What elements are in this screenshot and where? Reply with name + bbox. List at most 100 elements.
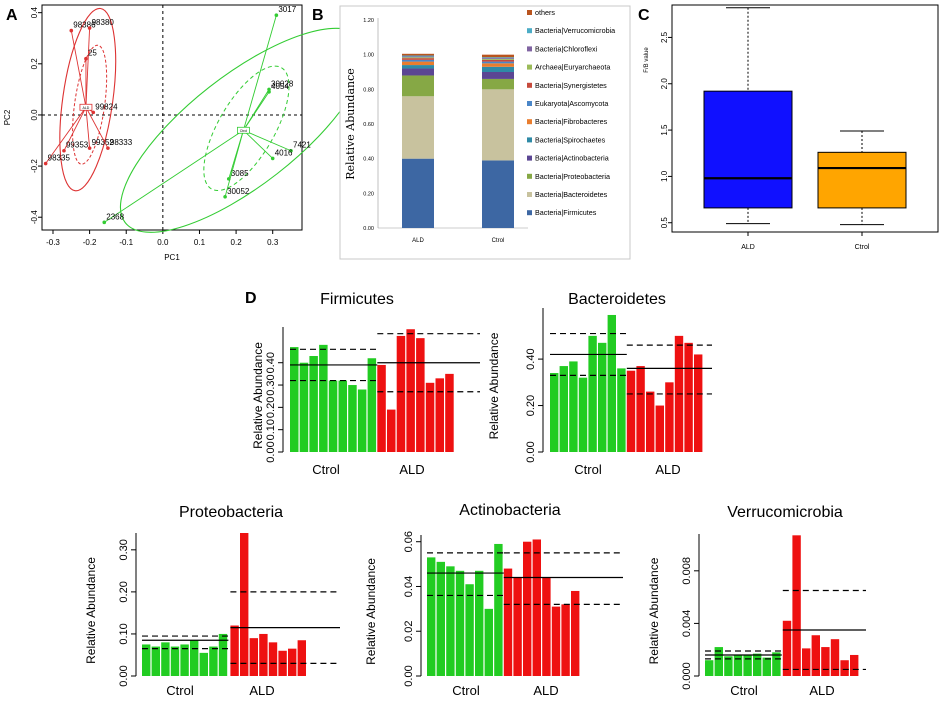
ctrol-bar: [598, 342, 607, 452]
ald-bar: [523, 541, 532, 676]
y-axis-label: Relative Abundance: [84, 557, 98, 664]
sample-point: [270, 156, 275, 161]
plot-frame: [671, 4, 939, 233]
ald-bar: [288, 648, 297, 676]
ald-bar: [636, 366, 645, 452]
ald-bar: [561, 604, 570, 676]
centroid-box: [79, 103, 93, 111]
sample-label: 3085: [231, 169, 249, 178]
y-tick-label: 0.00: [403, 665, 415, 686]
ald-bar: [626, 370, 636, 452]
spoke-line: [243, 129, 292, 152]
sample-label: 98380: [92, 18, 115, 27]
y-tick-label: 0.60: [363, 122, 374, 128]
ald-bar: [830, 639, 840, 676]
ctrol-bar: [190, 640, 199, 676]
sample-point: [84, 56, 88, 61]
ald-bar: [821, 647, 830, 676]
y-tick-label: 1.20: [363, 18, 374, 24]
ctrol-bar: [550, 373, 559, 452]
legend-swatch: [527, 10, 532, 15]
spoke-line: [243, 129, 274, 159]
chart-title: Bacteroidetes: [568, 291, 666, 308]
ctrol-bar: [724, 656, 733, 676]
ctrol-bar: [484, 608, 493, 676]
ald-bar: [425, 382, 435, 452]
y-tick-label: 2.5: [660, 31, 669, 43]
y-tick-label: 0.40: [525, 348, 537, 369]
ald-bar: [694, 354, 703, 452]
stack-segment: [402, 56, 434, 58]
ald-bar: [665, 382, 674, 452]
legend-label: Bacteria|Chloroflexi: [535, 44, 598, 53]
stack-segment: [482, 66, 514, 72]
sample-point: [267, 90, 271, 94]
y-tick-label: 1.00: [363, 53, 374, 59]
ctrol-bar: [319, 344, 328, 452]
y-tick-label: -0.2: [30, 159, 39, 173]
y-tick-label: 0.2: [30, 58, 39, 70]
legend-swatch: [527, 46, 532, 52]
sample-label: 99824: [95, 102, 118, 111]
centroid-label: Ctrol: [240, 129, 248, 133]
ctrol-bar: [328, 380, 338, 452]
y-axis-label: PC2: [3, 109, 12, 125]
ctrol-bar: [617, 368, 626, 452]
stack-segment: [402, 75, 434, 97]
ctrol-bar: [338, 380, 347, 452]
y-tick-label: 1.0: [660, 170, 669, 182]
legend-label: Bacteria|Bacteroidetes: [535, 190, 608, 199]
sample-point: [267, 87, 271, 92]
group-label: ALD: [655, 462, 680, 477]
ald-bar: [387, 409, 396, 452]
ald-bar: [297, 640, 306, 676]
bacteroidetes-chart: Bacteroidetes 0.00 0.20 0.40 Relative Abunda…: [487, 291, 712, 477]
sample-point: [102, 220, 107, 225]
panel-label-a: A: [6, 7, 18, 24]
stack-segment: [482, 63, 514, 67]
ald-bar: [435, 378, 444, 452]
ald-bar: [268, 642, 278, 676]
y-tick-label: 0.5: [660, 217, 669, 229]
ald-bar: [811, 635, 820, 676]
sample-point: [289, 148, 293, 153]
stacked-bar-chart: 0.00 0.20 0.40 0.60 0.80 1.00 1.20 Relative Abu…: [339, 5, 631, 260]
y-tick-label: 0.4: [30, 7, 39, 19]
legend-swatch: [527, 119, 532, 125]
legend-label: Bacteria|Fibrobacteres: [535, 117, 608, 126]
legend-swatch: [527, 137, 532, 143]
y-tick-label: 0.00: [118, 665, 130, 686]
sample-label: 25: [88, 49, 97, 58]
ald-bar: [240, 533, 249, 676]
stack-segment: [482, 59, 514, 62]
stack-segment: [482, 58, 514, 59]
group-label: ALD: [249, 683, 274, 698]
ctrol-bar: [494, 543, 503, 676]
sample-label: 4016: [275, 148, 293, 157]
sample-label: 98386: [73, 21, 96, 30]
legend-swatch: [527, 82, 532, 88]
ald-bar: [792, 535, 801, 676]
ctrol-bar: [569, 361, 578, 452]
ctrol-bar: [455, 570, 465, 676]
ald-bar: [416, 338, 425, 452]
group-label: ALD: [809, 683, 834, 698]
ald-confidence-ellipse: [59, 7, 117, 192]
spoke-line: [85, 107, 109, 149]
y-tick-label: 0.40: [363, 157, 374, 163]
y-tick-label: 0.20: [265, 397, 277, 418]
group-label: Ctrol: [166, 683, 194, 698]
sample-label: 30028: [271, 79, 294, 88]
y-tick-label: 0.0: [30, 109, 39, 121]
spoke-line: [243, 91, 270, 131]
sample-label: 30052: [227, 187, 250, 196]
x-tick-label: -0.3: [46, 238, 60, 247]
stack-segment: [482, 61, 514, 64]
y-axis-label: Relative Abundance: [364, 558, 378, 665]
x-tick-label: Ctrol: [855, 244, 870, 251]
proteobacteria-chart: Proteobacteria 0.00 0.10 0.20 0.30 Relative A…: [84, 504, 340, 698]
stack-segment: [482, 89, 514, 161]
ctrol-bar: [309, 356, 318, 452]
sample-label: 2368: [106, 212, 124, 221]
